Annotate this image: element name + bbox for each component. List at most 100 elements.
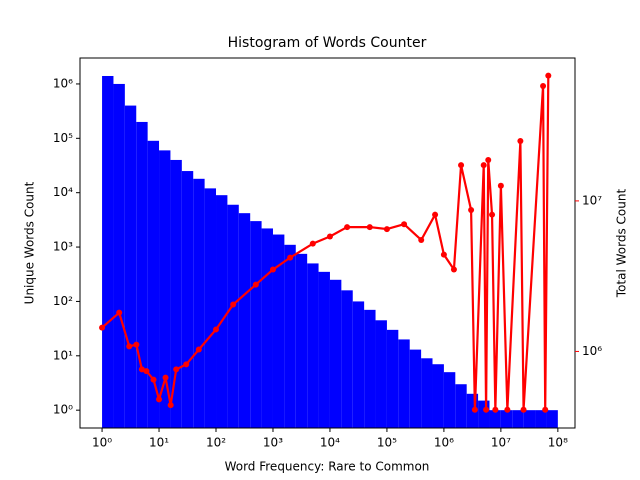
histogram-bar [500,410,513,428]
total-words-point [252,281,259,288]
total-words-point [309,240,316,247]
plot-area [99,72,558,429]
total-words-point [138,366,145,373]
y-tick-label: 10¹ [53,348,73,362]
total-words-point [116,309,123,316]
histogram-bar [193,178,205,428]
total-words-point [540,82,547,89]
total-words-point [156,396,163,403]
y2-tick-label: 10⁷ [582,193,602,207]
y2-tick-label: 10⁶ [582,344,602,358]
total-words-point [99,324,106,331]
x-tick-label: 10¹ [149,436,169,450]
total-words-point [520,406,527,413]
total-words-point [432,211,439,218]
total-words-point [504,406,511,413]
x-tick-label: 10⁸ [548,436,568,450]
histogram-bar [386,329,399,428]
histogram-bar [489,410,501,428]
total-words-point [485,156,492,163]
total-words-point [183,361,190,368]
histogram-bar [102,75,114,428]
histogram-bar [352,301,365,428]
y-tick-label: 10³ [53,240,73,254]
histogram-bar [238,213,251,428]
total-words-point [344,224,351,231]
histogram-bar [432,364,444,428]
histogram-bar [364,309,376,428]
histogram-bar [227,204,239,428]
x-tick-label: 10² [206,436,226,450]
x-tick-label: 10³ [263,436,283,450]
total-words-point [143,368,150,375]
y-axis-label: Unique Words Count [23,181,37,304]
histogram-bar [147,140,160,429]
histogram-bar [295,253,308,428]
total-words-point [483,406,490,413]
x-tick-label: 10⁶ [434,436,454,450]
histogram-bar [181,171,194,428]
total-words-point [468,207,475,214]
total-words-point [545,72,552,79]
total-words-point [418,236,425,243]
total-words-point [489,211,496,218]
histogram-bar [535,410,547,428]
total-words-point [195,346,202,353]
histogram-bar [250,221,262,428]
total-words-point [326,233,333,240]
histogram-bar [113,83,125,429]
total-words-point [471,406,478,413]
histogram-bar [398,339,410,428]
total-words-point [162,374,169,381]
y-tick-label: 10⁴ [53,185,73,199]
histogram-bar [329,279,342,428]
y-tick-label: 10⁰ [53,403,73,417]
total-words-point [517,138,524,145]
axes-frame [79,57,576,429]
histogram-bar [261,228,273,428]
x-tick-label: 10⁷ [491,436,511,450]
y2-axis-label: Total Words Count [615,189,629,299]
x-tick-label: 10⁰ [92,436,112,450]
total-words-point [213,326,220,333]
histogram-bar [216,195,228,428]
total-words-point [126,343,133,350]
y-tick-label: 10⁵ [53,131,73,145]
x-tick-label: 10⁴ [320,436,340,450]
histogram-bar [421,358,433,428]
histogram-bar [318,271,330,428]
total-words-point [401,221,408,228]
histogram-bar [124,105,137,428]
total-words-point [458,162,465,169]
y-tick-label: 10² [53,294,73,308]
total-words-point [383,226,390,233]
histogram-bar [159,150,171,428]
total-words-point [450,266,457,273]
x-tick-label: 10⁵ [377,436,397,450]
histogram-bar [455,384,467,428]
total-words-point [173,366,180,373]
histogram-bar [523,410,536,428]
total-words-point [542,406,549,413]
histogram-bar [478,400,490,428]
histogram-bar [272,234,285,428]
total-words-point [497,182,504,189]
total-words-point [440,251,447,258]
histogram-bar [512,410,524,428]
total-words-point [366,224,373,231]
histogram-bar [284,244,296,428]
total-words-point [269,266,276,273]
histogram-bar [204,188,217,428]
total-words-point [167,402,174,409]
chart-title: Histogram of Words Counter [228,35,427,51]
total-words-point [230,301,237,308]
x-axis-label: Word Frequency: Rare to Common [225,460,430,474]
histogram-bar [409,349,422,428]
histogram-bar [546,410,558,428]
y-tick-label: 10⁶ [53,76,73,90]
total-words-point [492,406,499,413]
total-words-point [287,254,294,261]
histogram-bar [170,159,182,428]
